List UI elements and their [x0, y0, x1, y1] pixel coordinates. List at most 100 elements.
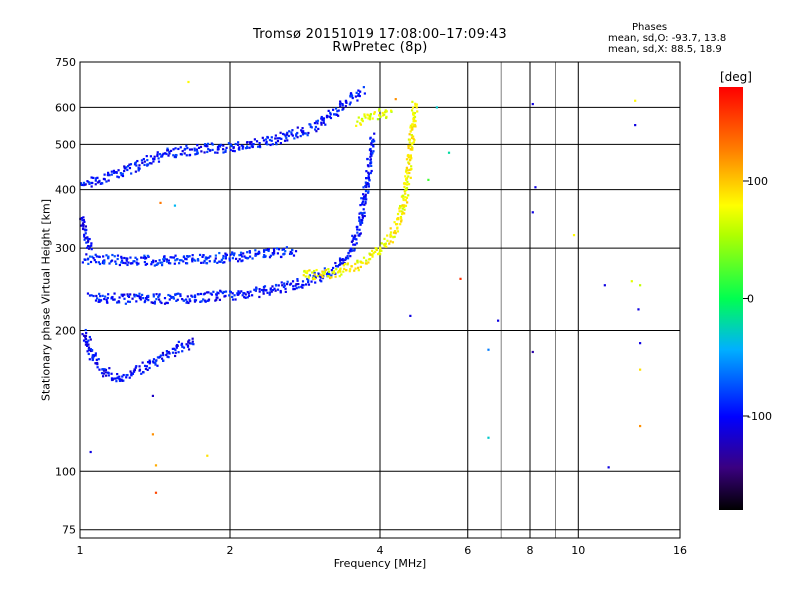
data-point [228, 294, 231, 297]
data-point [282, 247, 286, 251]
data-point [126, 168, 129, 172]
data-point [321, 271, 325, 274]
data-point [103, 178, 106, 181]
data-point [358, 216, 361, 219]
data-point [86, 246, 89, 249]
data-point [103, 297, 106, 301]
data-point [367, 190, 370, 193]
data-point [363, 92, 366, 95]
data-point [156, 154, 159, 158]
data-point [384, 242, 387, 245]
data-point [349, 101, 352, 104]
data-point [307, 281, 310, 284]
data-point [411, 142, 414, 145]
data-point [81, 219, 84, 222]
data-point [105, 300, 109, 303]
data-point [300, 129, 303, 132]
data-point [380, 249, 383, 252]
data-point [346, 262, 349, 265]
data-point [105, 180, 108, 183]
data-point [195, 148, 198, 151]
y-axis-label: Stationary phase Virtual Height [km] [39, 198, 53, 402]
data-point [140, 372, 143, 375]
data-point [200, 300, 203, 303]
data-point [94, 354, 97, 357]
data-point [248, 294, 251, 298]
data-point [237, 147, 240, 150]
data-point [116, 257, 119, 261]
data-point [531, 102, 534, 106]
data-point [290, 133, 293, 136]
data-point [394, 98, 397, 101]
data-point [356, 261, 359, 264]
data-point [350, 93, 353, 96]
data-point [297, 282, 300, 286]
x-tick-label: 16 [673, 544, 687, 557]
data-point [224, 255, 227, 259]
data-point [206, 454, 209, 457]
data-point [103, 259, 106, 262]
data-point [199, 292, 202, 296]
data-point [155, 293, 158, 296]
data-point [371, 117, 374, 120]
data-point [202, 261, 205, 264]
x-tick-label: 6 [464, 544, 471, 557]
data-point [127, 261, 130, 264]
data-point [331, 271, 334, 274]
data-point [290, 131, 293, 134]
data-point [266, 291, 269, 294]
data-point [365, 183, 368, 186]
data-point [359, 123, 363, 126]
data-point [362, 256, 366, 259]
data-point [161, 351, 165, 355]
data-point [87, 352, 90, 356]
data-points [79, 80, 642, 494]
data-point [215, 293, 218, 296]
data-point [146, 159, 149, 162]
data-point [283, 133, 286, 136]
data-point [268, 291, 272, 294]
data-point [355, 124, 358, 127]
data-point [124, 167, 127, 170]
data-point [143, 256, 147, 259]
data-point [402, 194, 405, 197]
data-point [146, 368, 149, 371]
data-point [414, 125, 417, 128]
data-point [153, 300, 157, 303]
data-point [188, 342, 191, 345]
data-point [410, 165, 413, 168]
data-point [404, 204, 408, 207]
data-point [157, 160, 161, 163]
data-point [372, 138, 375, 141]
data-point [146, 360, 150, 364]
data-point [271, 288, 275, 292]
data-point [364, 200, 367, 203]
data-point [92, 257, 95, 260]
data-point [368, 118, 372, 121]
data-point [142, 157, 145, 161]
data-point [232, 146, 235, 149]
data-point [84, 183, 87, 186]
data-point [370, 142, 373, 145]
data-point [404, 192, 407, 195]
data-point [94, 362, 98, 365]
data-point [272, 253, 275, 256]
data-point [162, 258, 165, 261]
data-point [329, 111, 332, 114]
data-point [175, 292, 178, 296]
data-point [266, 143, 269, 146]
data-point [101, 182, 104, 185]
data-point [216, 146, 220, 149]
data-point [157, 157, 160, 160]
data-point [167, 350, 170, 354]
data-point [359, 122, 362, 125]
data-point [198, 253, 202, 257]
data-point [335, 268, 338, 271]
data-point [364, 177, 368, 180]
data-point [412, 125, 415, 128]
data-point [82, 334, 86, 337]
data-point [159, 300, 162, 303]
data-point [87, 343, 90, 346]
data-point [163, 297, 167, 300]
data-point [334, 107, 338, 110]
